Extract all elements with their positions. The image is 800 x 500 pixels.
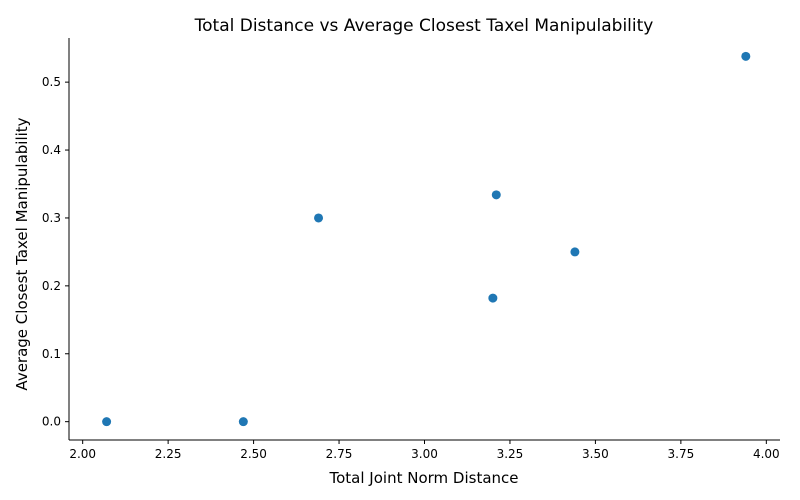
data-point <box>488 293 498 303</box>
x-tick-label: 3.75 <box>668 447 695 461</box>
x-tick-label: 2.75 <box>326 447 353 461</box>
data-point <box>238 417 248 427</box>
y-tick-label: 0.2 <box>42 279 61 293</box>
x-tick-label: 2.25 <box>155 447 182 461</box>
x-tick-label: 3.25 <box>497 447 524 461</box>
y-tick-label: 0.0 <box>42 415 61 429</box>
x-tick-label: 3.00 <box>411 447 438 461</box>
y-axis-ticks: 0.0 0.1 0.2 0.3 0.4 0.5 <box>42 75 69 429</box>
y-tick-label: 0.5 <box>42 75 61 89</box>
y-tick-label: 0.1 <box>42 347 61 361</box>
data-point <box>314 213 324 223</box>
y-tick-label: 0.3 <box>42 211 61 225</box>
x-tick-label: 4.00 <box>753 447 780 461</box>
x-tick-label: 3.50 <box>582 447 609 461</box>
x-axis-ticks: 2.00 2.25 2.50 2.75 3.00 3.25 3.50 3.75 4.00 <box>69 440 780 461</box>
data-point <box>491 190 501 200</box>
y-axis-label: Average Closest Taxel Manipulability <box>13 117 31 390</box>
data-point <box>741 51 751 61</box>
data-points <box>102 51 751 427</box>
chart-title: Total Distance vs Average Closest Taxel … <box>194 16 654 36</box>
x-axis-label: Total Joint Norm Distance <box>329 469 519 487</box>
data-point <box>570 247 580 257</box>
x-tick-label: 2.50 <box>240 447 267 461</box>
y-tick-label: 0.4 <box>42 143 61 157</box>
x-tick-label: 2.00 <box>69 447 96 461</box>
data-point <box>102 417 112 427</box>
